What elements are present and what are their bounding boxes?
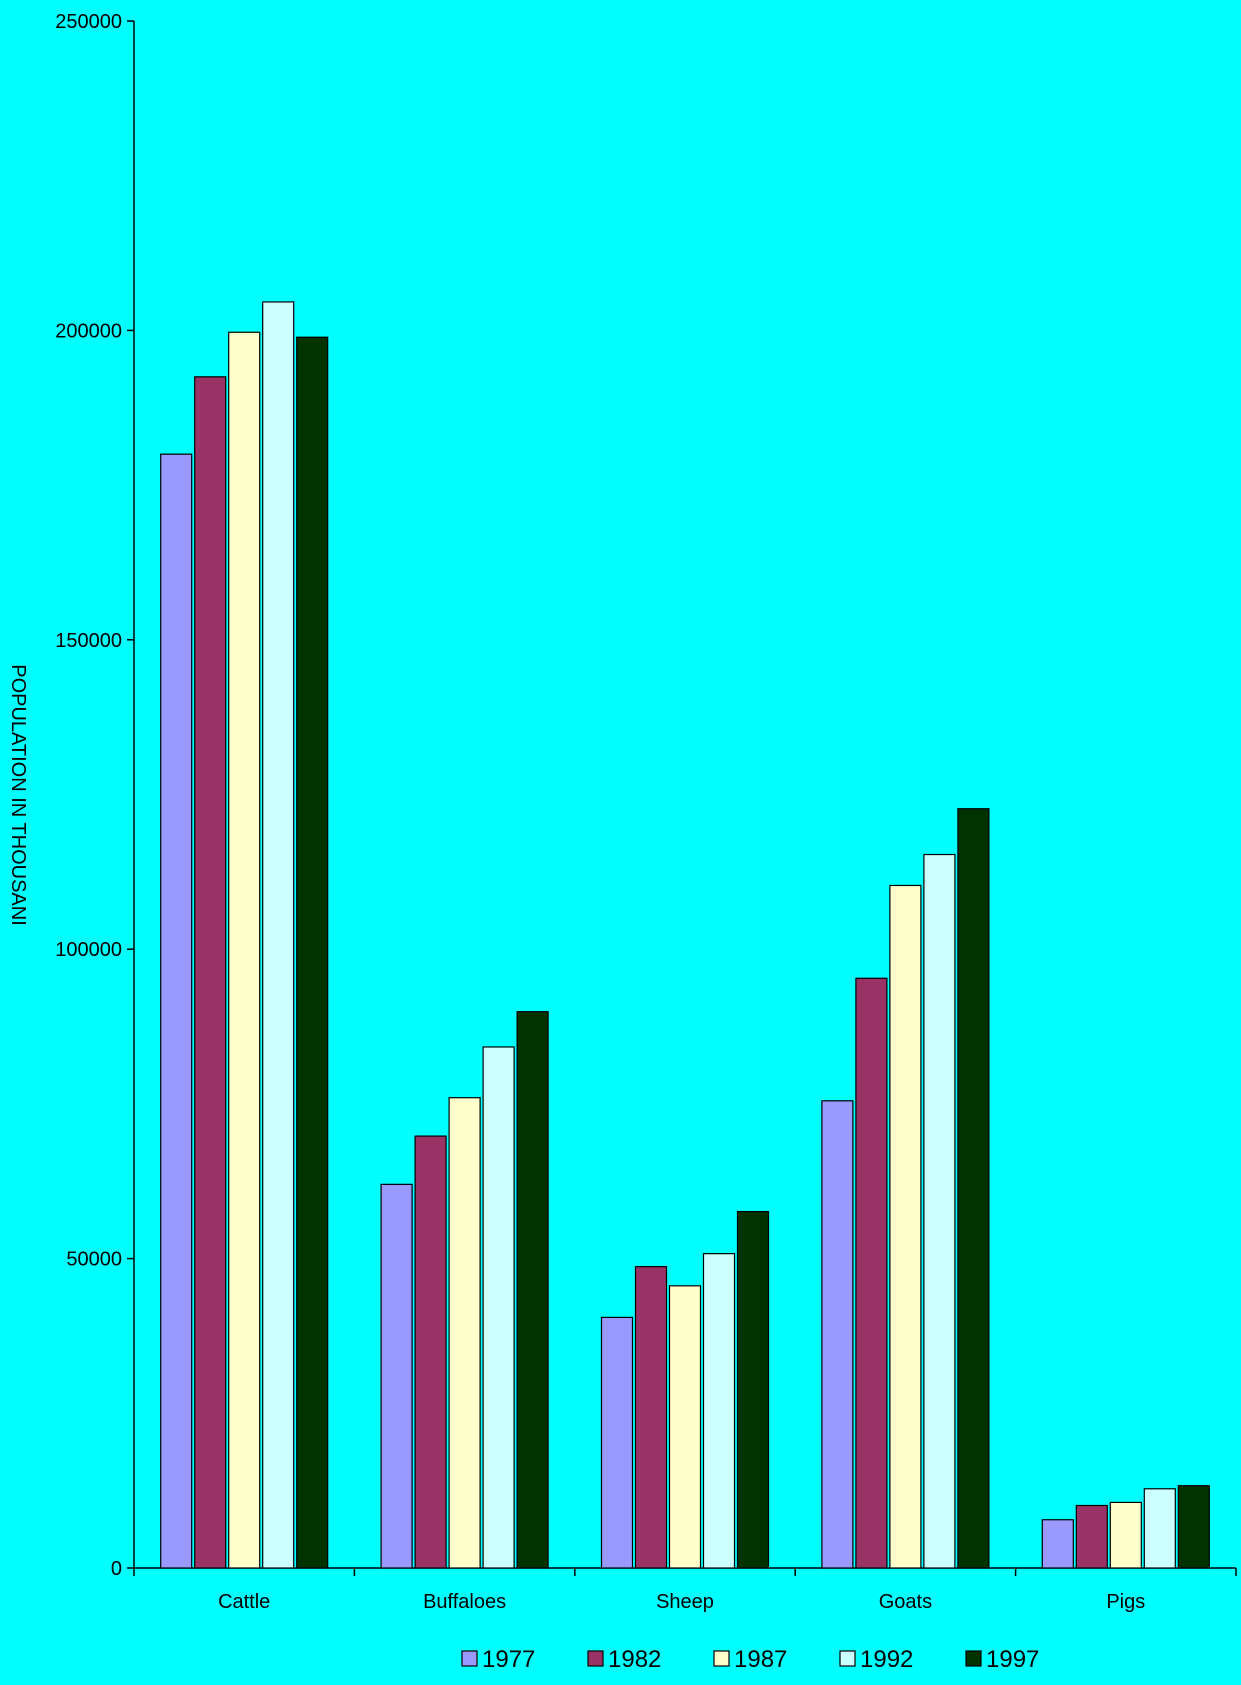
x-category-label: Goats [879,1591,932,1613]
bar-buffaloes-1997 [516,1011,549,1569]
bar-cattle-1997 [296,336,329,1569]
bar-pigs-1982 [1075,1504,1108,1569]
bar-buffaloes-1982 [414,1135,447,1569]
bar-cattle-1992 [262,301,295,1569]
legend-label: 1997 [986,1646,1039,1673]
x-category-label: Pigs [1106,1591,1145,1613]
legend-swatch [713,1650,730,1667]
legend-swatch [587,1650,604,1667]
bar-buffaloes-1977 [380,1183,413,1569]
legend-swatch [461,1650,478,1667]
bar-goats-1977 [821,1100,854,1569]
bar-pigs-1987 [1109,1501,1142,1569]
x-category-label: Sheep [656,1591,714,1613]
bar-goats-1997 [957,808,990,1569]
x-category-label: Cattle [218,1591,270,1613]
bar-pigs-1977 [1041,1519,1074,1569]
legend-swatch [839,1650,856,1667]
legend-label: 1982 [608,1646,661,1673]
bar-sheep-1997 [736,1210,770,1569]
legend-label: 1977 [482,1646,535,1673]
legend-item-1992: 1992 [839,1646,913,1673]
bar-cattle-1977 [160,453,193,1569]
legend-item-1987: 1987 [713,1646,787,1673]
legend-swatch [965,1650,982,1667]
legend-item-1977: 1977 [461,1646,535,1673]
bar-sheep-1982 [634,1266,668,1569]
plot-area: 0 50000 100000 150000 200000 250000 Cattle Buff… [55,11,1237,1613]
bar-goats-1982 [855,977,888,1569]
legend-label: 1987 [734,1646,787,1673]
bar-goats-1992 [923,853,956,1569]
y-tick-label: 50000 [66,1249,122,1271]
legend-item-1982: 1982 [587,1646,661,1673]
y-tick-label: 250000 [55,11,122,33]
legend-label: 1992 [860,1646,913,1673]
bar-sheep-1987 [668,1285,702,1569]
legend: 1977 1982 1987 1992 1997 [461,1646,1039,1673]
y-tick-label: 100000 [55,939,122,961]
x-category-label: Buffaloes [423,1591,506,1613]
legend-item-1997: 1997 [965,1646,1039,1673]
bar-buffaloes-1992 [482,1046,515,1569]
bar-cattle-1987 [228,331,261,1569]
bar-buffaloes-1987 [448,1097,481,1569]
y-tick-label: 0 [111,1558,122,1580]
bar-sheep-1977 [600,1316,634,1569]
bar-pigs-1997 [1177,1485,1210,1569]
y-axis-title: POPULATION IN THOUSANI [7,664,29,926]
bar-cattle-1982 [194,376,227,1569]
bar-pigs-1992 [1143,1488,1176,1569]
y-tick-label: 200000 [55,320,122,342]
bar-goats-1987 [889,884,922,1569]
bar-sheep-1992 [702,1253,736,1569]
y-tick-label: 150000 [55,630,122,652]
